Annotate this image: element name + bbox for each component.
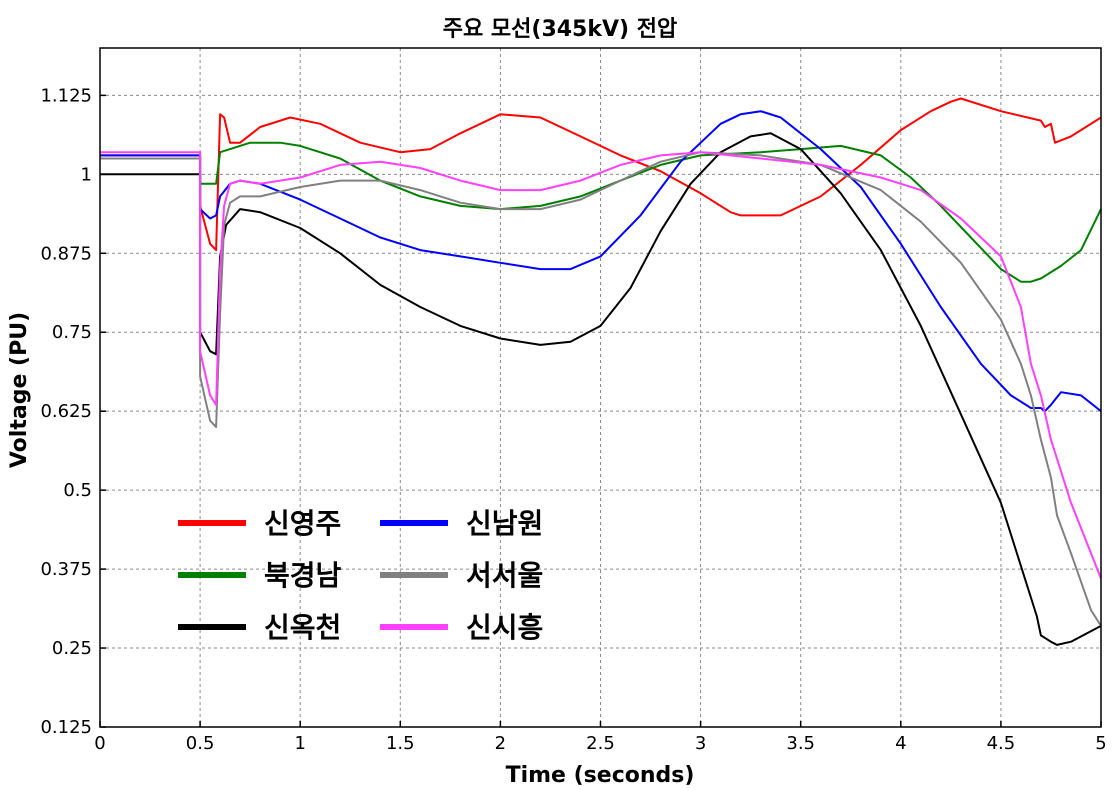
y-tick-label: 0.125 xyxy=(40,717,92,738)
legend-label: 서서울 xyxy=(466,559,543,592)
x-tick-label: 4.5 xyxy=(987,733,1016,754)
series-line-6 xyxy=(100,151,1102,579)
y-tick-label: 0.25 xyxy=(52,638,92,659)
x-tick-label: 0 xyxy=(94,733,105,754)
series-line-5 xyxy=(100,151,1102,627)
ticks: 0 0.5 1 1.5 2 2.5 3 3.5 4 4.5 5 0.125 0.25 0.375 0.5 0.… xyxy=(40,85,1106,754)
series-line-1 xyxy=(100,97,1102,252)
y-tick-label: 0.5 xyxy=(63,480,92,501)
x-tick-label: 1 xyxy=(294,733,305,754)
legend-label: 신남원 xyxy=(466,507,543,540)
y-tick-label: 1 xyxy=(81,164,92,185)
x-tick-label: 3 xyxy=(695,733,706,754)
x-tick-label: 4 xyxy=(895,733,906,754)
series-group xyxy=(100,97,1102,646)
y-tick-label: 1.125 xyxy=(40,85,92,106)
legend-label: 신옥천 xyxy=(264,611,341,644)
series-line-3 xyxy=(100,132,1102,646)
x-tick-label: 5 xyxy=(1095,733,1106,754)
chart-title: 주요 모선(345kV) 전압 xyxy=(443,17,677,42)
y-tick-label: 0.875 xyxy=(40,243,92,264)
y-axis-label: Voltage (PU) xyxy=(7,312,32,468)
legend-label: 신영주 xyxy=(264,507,341,540)
x-tick-label: 2.5 xyxy=(586,733,615,754)
y-tick-label: 0.75 xyxy=(52,322,92,343)
x-tick-label: 3.5 xyxy=(786,733,815,754)
y-tick-label: 0.625 xyxy=(40,401,92,422)
x-tick-label: 0.5 xyxy=(186,733,215,754)
x-tick-label: 1.5 xyxy=(386,733,415,754)
legend-label: 신시흥 xyxy=(466,611,543,644)
x-axis-label: Time (seconds) xyxy=(506,763,695,786)
legend-label: 북경남 xyxy=(264,559,342,592)
y-tick-label: 0.375 xyxy=(40,559,92,580)
grid xyxy=(100,48,1101,727)
x-tick-label: 2 xyxy=(495,733,506,754)
